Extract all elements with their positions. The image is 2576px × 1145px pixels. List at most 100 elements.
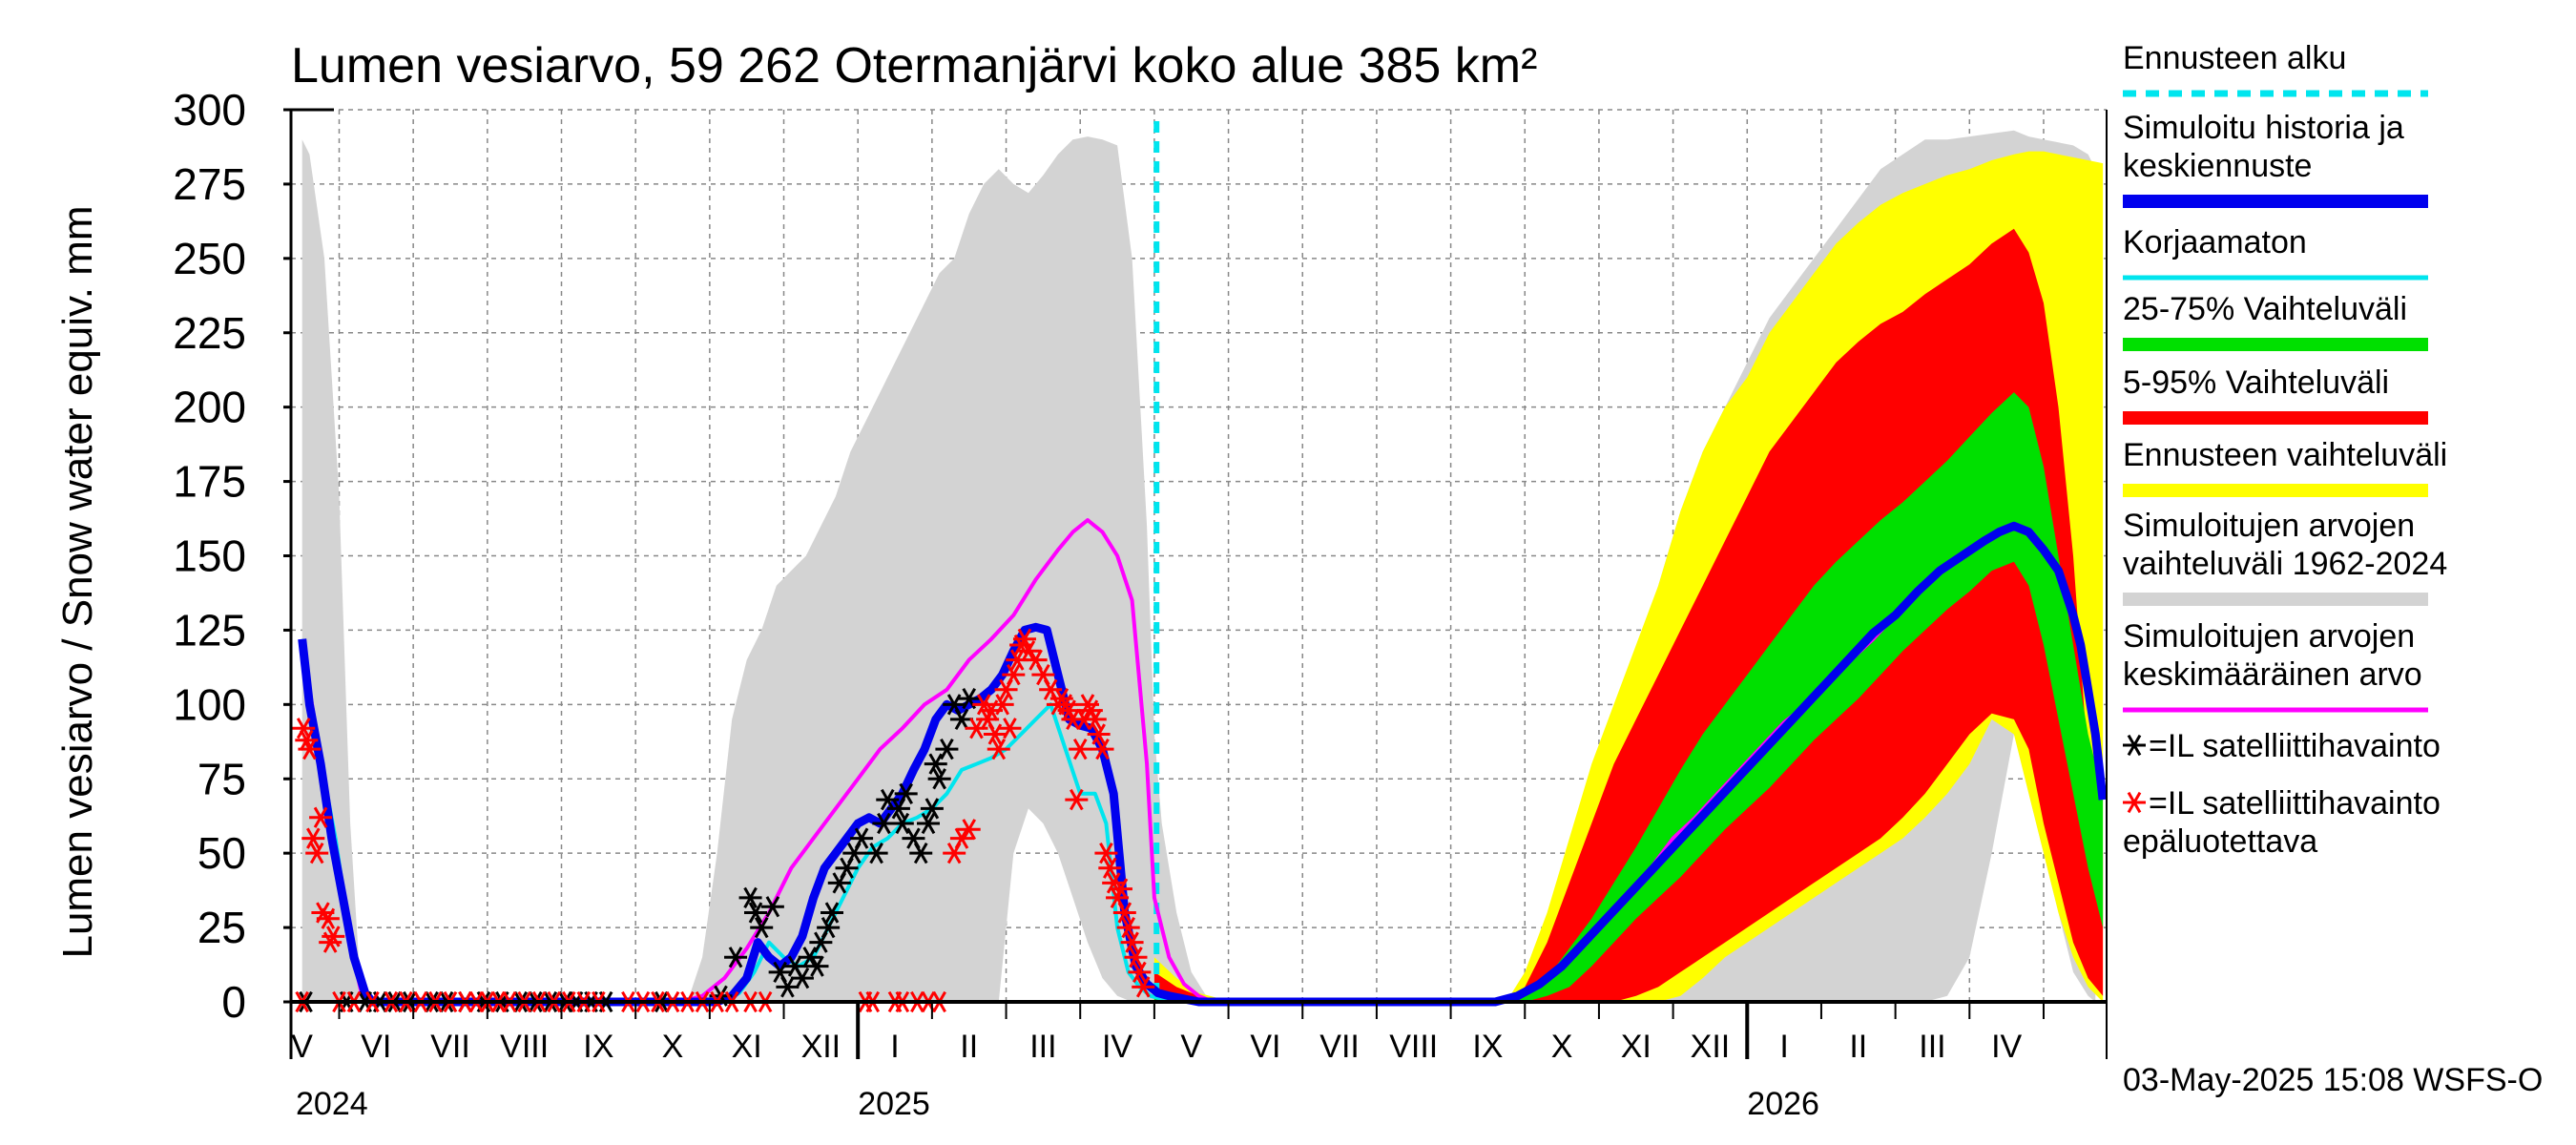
- satellite-observation-unreliable: [292, 718, 316, 739]
- legend-label: keskiennuste: [2123, 148, 2312, 184]
- band-25-75-vaihteluv-li: [1153, 392, 2104, 1003]
- month-label: XI: [1621, 1029, 1652, 1065]
- satellite-observation: [805, 955, 829, 977]
- band-5-95-vaihteluv-li: [1153, 228, 2104, 1002]
- legend-label: Ennusteen alku: [2123, 40, 2346, 76]
- satellite-observation: [949, 708, 973, 731]
- y-axis-ticks: 0 25 50 75 100 125 150 175 200 225 250 275 300: [173, 85, 291, 1027]
- satellite-observation: [776, 976, 800, 998]
- line-simuloitu-historia-ja-keskiennuste: [298, 521, 2108, 1007]
- satellite-observation-unreliable: [965, 718, 988, 739]
- satellite-observation-unreliable: [301, 827, 325, 849]
- satellite-observation-unreliable: [1016, 640, 1040, 662]
- satellite-observation: [909, 843, 933, 864]
- satellite-observation-unreliable: [1116, 916, 1140, 939]
- legend-item: Ennusteen alku: [2123, 40, 2428, 97]
- y-tick-label: 50: [197, 828, 246, 878]
- year-label: 2026: [1747, 1086, 1819, 1122]
- satellite-observation: [821, 902, 844, 924]
- legend-label: 5-95% Vaihteluväli: [2123, 364, 2389, 401]
- y-tick-label: 275: [173, 159, 246, 209]
- satellite-observation: [738, 886, 762, 909]
- satellite-observation-unreliable: [1087, 723, 1111, 745]
- month-label: III: [1029, 1029, 1056, 1065]
- month-label: VII: [430, 1029, 470, 1065]
- y-tick-label: 300: [173, 85, 246, 135]
- y-tick-label: 150: [173, 531, 246, 581]
- satellite-observation-unreliable: [949, 827, 973, 849]
- y-tick-label: 0: [221, 977, 246, 1027]
- legend-label: epäluotettava: [2123, 823, 2317, 860]
- legend-label: Simuloitujen arvojen: [2123, 508, 2415, 544]
- month-label: II: [960, 1029, 978, 1065]
- month-label: V: [1180, 1029, 1202, 1065]
- satellite-observation-unreliable: [1124, 947, 1148, 968]
- legend-item: Korjaamaton: [2123, 224, 2428, 281]
- satellite-observation-unreliable: [1098, 857, 1122, 879]
- satellite-observation: [760, 896, 784, 918]
- month-label: I: [890, 1029, 899, 1065]
- satellite-observation-unreliable: [309, 806, 333, 828]
- y-tick-label: 200: [173, 383, 246, 432]
- y-tick-label: 125: [173, 605, 246, 655]
- month-label: IV: [1991, 1029, 2022, 1065]
- timestamp: 03-May-2025 15:08 WSFS-O: [2123, 1062, 2543, 1098]
- month-label: III: [1919, 1029, 1945, 1065]
- legend-label: Simuloitu historia ja: [2123, 110, 2404, 146]
- satellite-observation-unreliable: [1094, 843, 1118, 864]
- satellite-observation: [935, 738, 959, 760]
- satellite-observation: [920, 798, 944, 820]
- legend-label: Ennusteen vaihteluväli: [2123, 437, 2447, 473]
- legend-item: 5-95% Vaihteluväli: [2123, 364, 2428, 425]
- satellite-observation-unreliable: [990, 694, 1014, 716]
- legend-label: keskimääräinen arvo: [2123, 656, 2422, 693]
- satellite-observation: [894, 782, 918, 804]
- satellite-observation: [890, 812, 914, 835]
- month-label: IX: [1472, 1029, 1503, 1065]
- satellite-observation: [750, 916, 774, 939]
- plot-frame: [289, 108, 2108, 1059]
- legend-star-icon: [2123, 734, 2146, 757]
- satellite-observation-unreliable: [1012, 628, 1036, 650]
- month-label: II: [1849, 1029, 1867, 1065]
- satellite-observation-unreliable: [1128, 961, 1152, 983]
- satellite-observation: [798, 947, 821, 968]
- satellite-observation-unreliable: [998, 718, 1022, 739]
- satellite-observation: [876, 788, 900, 811]
- y-tick-label: 100: [173, 679, 246, 729]
- satellite-observation: [724, 947, 748, 968]
- satellite-observation: [916, 812, 940, 835]
- y-tick-label: 250: [173, 234, 246, 283]
- legend-label: =IL satelliittihavainto: [2149, 785, 2441, 822]
- month-label: X: [1551, 1029, 1573, 1065]
- month-label: VII: [1319, 1029, 1360, 1065]
- month-label: VIII: [500, 1029, 549, 1065]
- satellite-observation-unreliable: [1065, 788, 1089, 811]
- satellite-observation-unreliable: [1069, 738, 1092, 760]
- satellite-observation-unreliable: [298, 738, 322, 760]
- satellite-observation: [927, 768, 951, 790]
- satellite-observation-unreliable: [305, 843, 329, 864]
- satellite-observation: [817, 916, 841, 939]
- month-label: VI: [1250, 1029, 1280, 1065]
- satellite-observation: [864, 843, 888, 864]
- legend-label: Simuloitujen arvojen: [2123, 618, 2415, 655]
- range-bands: [301, 130, 2104, 1003]
- legend-label: =IL satelliittihavainto: [2149, 728, 2441, 764]
- month-label: XII: [801, 1029, 841, 1065]
- month-label: XII: [1691, 1029, 1731, 1065]
- satellite-observation: [744, 902, 768, 924]
- y-tick-label: 25: [197, 903, 246, 952]
- satellite-observation-unreliable: [957, 819, 981, 841]
- chart-title: Lumen vesiarvo, 59 262 Otermanjärvi koko…: [291, 38, 1537, 94]
- satellite-observation-unreliable: [1083, 708, 1107, 731]
- satellite-observation: [850, 827, 874, 849]
- legend-label: Korjaamaton: [2123, 224, 2307, 260]
- legend-label: vaihteluväli 1962-2024: [2123, 546, 2447, 582]
- satellite-observation-unreliable: [1002, 664, 1026, 686]
